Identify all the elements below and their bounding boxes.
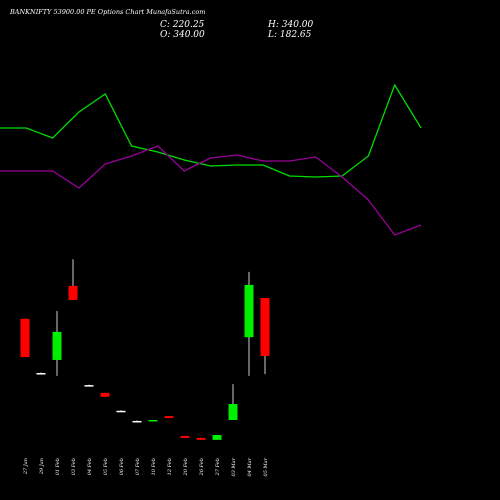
candle-body	[36, 373, 46, 375]
candle-body	[116, 410, 126, 413]
high-info: H: 340.00	[267, 20, 314, 30]
candle-body	[68, 285, 78, 300]
candle-body	[180, 435, 190, 438]
x-tick-label: 04 Mar	[247, 457, 253, 476]
x-tick-label: 01 Feb	[55, 458, 61, 475]
x-tick-label: 04 Feb	[87, 458, 93, 475]
x-tick-label: 29 Jan	[39, 458, 45, 475]
indicator-line	[0, 83, 422, 178]
candle-body	[212, 435, 222, 440]
candle-body	[260, 297, 270, 356]
x-tick-label: 05 Feb	[103, 458, 109, 475]
low-info: L: 182.65	[267, 30, 312, 40]
indicator-line	[0, 145, 422, 236]
open-info: O: 340.00	[160, 30, 205, 40]
x-tick-label: 20 Feb	[183, 458, 189, 476]
x-tick-label: 05 Mar	[263, 457, 269, 476]
x-tick-label: 27 Jan	[23, 458, 29, 475]
candle-body	[196, 437, 206, 440]
x-tick-label: 27 Feb	[215, 458, 221, 476]
candle-body	[228, 404, 238, 420]
candle-body	[132, 420, 142, 423]
chart-title: BANKNIFTY 53900.00 PE Options Chart Muna…	[9, 8, 205, 16]
candle-body	[148, 419, 158, 422]
candle-body	[164, 416, 174, 419]
close-info: C: 220.25	[160, 20, 205, 30]
candle-body	[52, 331, 62, 360]
x-tick-label: 07 Feb	[135, 458, 141, 475]
x-tick-label: 03 Feb	[71, 458, 77, 475]
candle-body	[100, 392, 110, 397]
x-tick-label: 06 Feb	[119, 458, 125, 475]
candle-body	[84, 385, 94, 387]
x-tick-label: 10 Feb	[151, 458, 157, 475]
x-tick-label: 03 Mar	[231, 457, 237, 476]
candle-body	[244, 284, 254, 338]
x-tick-label: 12 Feb	[167, 458, 173, 475]
x-tick-label: 26 Feb	[199, 458, 205, 476]
candle-body	[20, 318, 30, 358]
